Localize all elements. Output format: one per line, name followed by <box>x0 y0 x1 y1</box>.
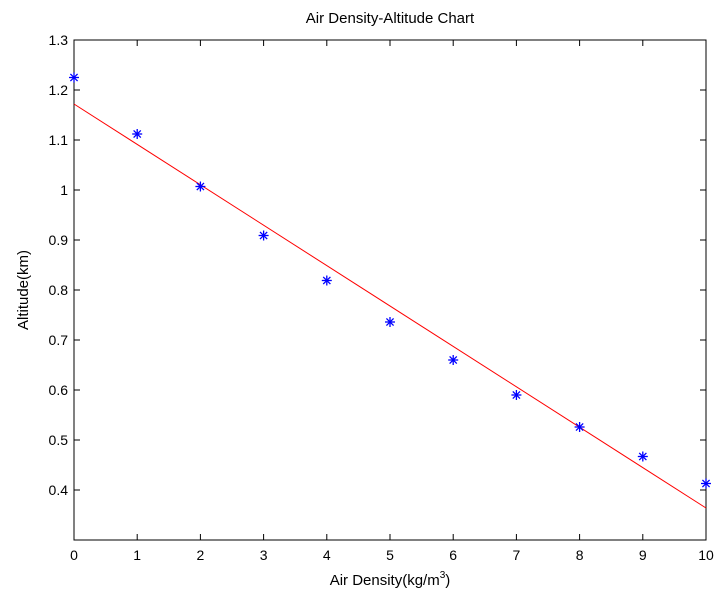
data-point <box>637 451 648 462</box>
x-tick-label: 6 <box>449 547 457 563</box>
fit-line-layer <box>73 103 707 509</box>
x-tick-label: 9 <box>639 547 647 563</box>
data-point <box>701 478 711 489</box>
data-point-stroke <box>196 182 205 191</box>
ticks-layer: 0 1 2 3 4 5 6 7 8 9 10 0.4 0.5 0.6 0.7 0.8 0.9 1 1.1 1.2 1.3 <box>49 32 714 563</box>
data-point-stroke <box>259 231 268 240</box>
y-tick-label: 0.7 <box>49 332 69 348</box>
x-tick-label: 4 <box>323 547 331 563</box>
x-tick-label: 8 <box>576 547 584 563</box>
data-point <box>195 181 206 192</box>
data-point-stroke <box>449 355 458 365</box>
data-point-stroke <box>638 452 647 461</box>
data-point <box>321 275 332 286</box>
data-point <box>574 422 585 432</box>
y-tick-label: 0.5 <box>49 432 69 448</box>
y-tick-label: 1.2 <box>49 82 69 98</box>
data-point-stroke <box>512 390 521 400</box>
x-tick-label: 3 <box>260 547 268 563</box>
y-tick-label: 0.4 <box>49 482 69 498</box>
data-point-stroke <box>133 129 142 139</box>
data-point <box>69 72 79 83</box>
x-tick-label: 2 <box>197 547 205 563</box>
x-tick-label: 10 <box>698 547 714 563</box>
data-point-stroke <box>69 73 79 82</box>
data-points-layer <box>69 72 711 489</box>
x-axis-title-suffix: ) <box>445 572 450 589</box>
y-axis-title: Altitude(km) <box>15 250 32 330</box>
data-point <box>258 230 269 241</box>
y-tick-label: 1.1 <box>49 132 69 148</box>
data-point-stroke <box>701 479 711 488</box>
fit-line <box>73 103 707 509</box>
data-point <box>132 129 143 139</box>
y-tick-label: 0.9 <box>49 232 69 248</box>
y-tick-label: 0.8 <box>49 282 69 298</box>
y-tick-label: 0.6 <box>49 382 69 398</box>
x-tick-label: 7 <box>513 547 521 563</box>
data-point <box>385 317 395 327</box>
x-axis-title-superscript: 3 <box>440 570 446 581</box>
x-axis-title-main: Air Density(kg/m <box>330 572 440 589</box>
data-point-stroke <box>385 317 395 327</box>
x-tick-label: 5 <box>386 547 394 563</box>
x-tick-label: 0 <box>70 547 78 563</box>
y-tick-label: 1.3 <box>49 32 69 48</box>
data-point <box>511 390 522 400</box>
data-point-stroke <box>575 422 584 432</box>
y-tick-label: 1 <box>60 182 68 198</box>
data-point-stroke <box>322 276 331 285</box>
plot-area <box>73 39 707 541</box>
x-tick-label: 1 <box>133 547 141 563</box>
x-axis-title: Air Density(kg/m3) <box>330 570 451 589</box>
data-point <box>448 355 459 365</box>
chart-title: Air Density-Altitude Chart <box>306 10 475 27</box>
